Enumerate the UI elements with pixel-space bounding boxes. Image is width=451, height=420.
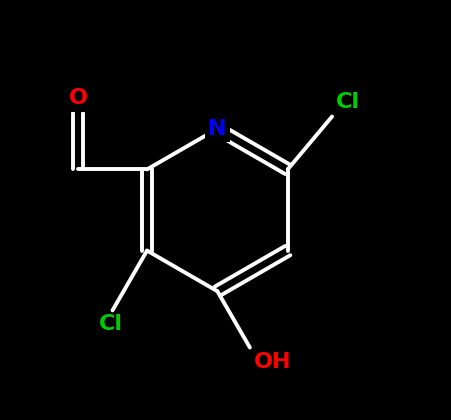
Text: O: O [69,89,87,108]
Text: Cl: Cl [98,315,123,334]
Text: OH: OH [254,352,291,372]
Text: Cl: Cl [336,92,360,113]
Text: N: N [208,119,227,139]
